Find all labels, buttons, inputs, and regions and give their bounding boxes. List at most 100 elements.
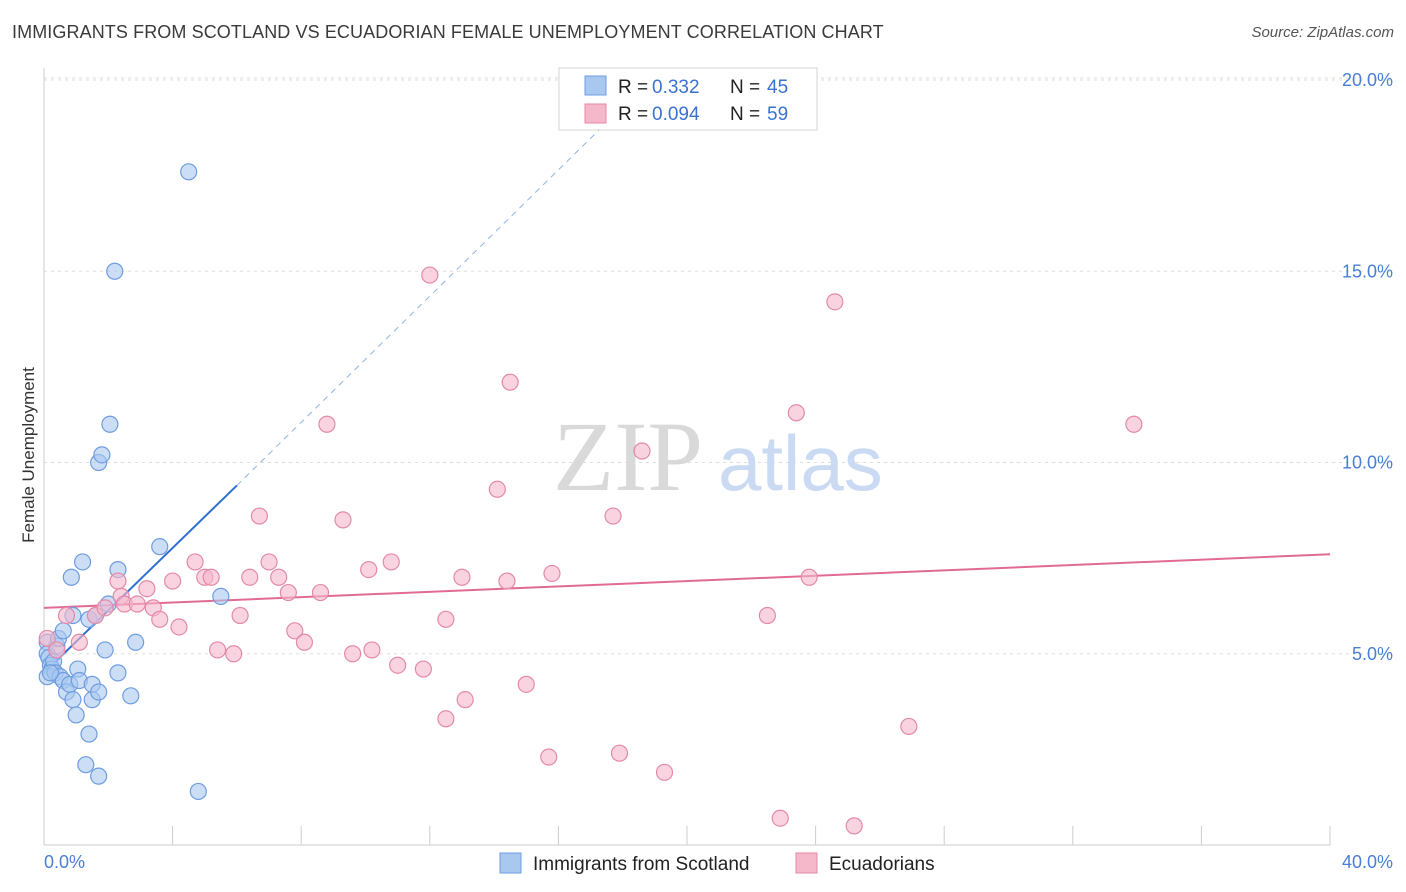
legend-n-label-1: N =	[730, 77, 760, 98]
point-ecuadorians	[488, 480, 506, 498]
point-ecuadorians	[270, 568, 288, 586]
point-ecuadorians	[295, 633, 314, 651]
point-ecuadorians	[437, 710, 455, 728]
point-ecuadorians	[279, 583, 297, 602]
point-ecuadorians	[655, 763, 674, 781]
point-ecuadorians	[128, 595, 146, 613]
legend-n-value-1: 45	[767, 77, 788, 98]
legend-r-label-2: R =	[618, 104, 648, 125]
point-ecuadorians	[633, 442, 651, 460]
source-label: Source: ZipAtlas.com	[1251, 24, 1394, 41]
point-scotland	[96, 641, 114, 659]
point-ecuadorians	[501, 373, 519, 391]
legend-swatch-blue	[584, 75, 607, 96]
legend-swatch-pink	[584, 103, 607, 124]
bottom-legend-swatch-pink	[795, 852, 818, 874]
point-ecuadorians	[96, 599, 114, 617]
watermark: ZIP atlas	[553, 401, 883, 512]
point-scotland	[151, 538, 169, 556]
point-scotland	[62, 568, 80, 586]
y-tick-labels: 5.0% 10.0% 15.0% 20.0%	[1342, 70, 1393, 664]
point-ecuadorians	[1125, 415, 1143, 433]
grid-lines	[44, 77, 1393, 655]
point-ecuadorians	[231, 606, 249, 625]
point-ecuadorians	[517, 675, 535, 693]
y-tick-label: 15.0%	[1342, 261, 1393, 281]
bottom-legend: Immigrants from Scotland Ecuadorians	[499, 852, 935, 875]
point-scotland	[212, 587, 230, 605]
x-tick-label-min: 0.0%	[44, 852, 85, 872]
point-ecuadorians	[209, 641, 227, 659]
legend-r-value-1: 0.332	[652, 77, 700, 98]
bottom-legend-swatch-blue	[499, 852, 522, 874]
point-ecuadorians	[421, 266, 439, 284]
point-ecuadorians	[109, 572, 127, 590]
point-ecuadorians	[151, 610, 169, 628]
point-ecuadorians	[70, 633, 88, 651]
point-scotland	[77, 756, 95, 774]
point-scotland	[122, 687, 140, 705]
watermark-zip: ZIP	[553, 401, 703, 512]
trend-line-ecuadorians	[43, 553, 1331, 609]
y-axis-label: Female Unemployment	[19, 367, 38, 543]
point-scotland	[127, 633, 145, 651]
point-scotland	[54, 622, 72, 640]
x-tick-label-max: 40.0%	[1342, 852, 1393, 872]
point-ecuadorians	[900, 717, 918, 736]
y-tick-label: 20.0%	[1342, 70, 1393, 90]
point-ecuadorians	[382, 553, 400, 571]
point-ecuadorians	[250, 507, 269, 525]
bottom-legend-label-ecuadorians: Ecuadorians	[829, 854, 935, 875]
point-scotland	[64, 691, 82, 709]
point-ecuadorians	[241, 568, 259, 586]
point-ecuadorians	[389, 656, 407, 674]
point-ecuadorians	[787, 404, 805, 422]
point-ecuadorians	[260, 553, 278, 571]
point-ecuadorians	[57, 606, 76, 625]
point-scotland	[73, 553, 92, 571]
point-ecuadorians	[164, 572, 182, 590]
point-ecuadorians	[453, 568, 471, 586]
point-ecuadorians	[38, 629, 56, 648]
trend-lines	[43, 106, 1331, 674]
point-ecuadorians	[311, 583, 330, 602]
chart-title: IMMIGRANTS FROM SCOTLAND VS ECUADORIAN F…	[12, 22, 884, 42]
point-scotland	[80, 725, 98, 743]
y-tick-label: 10.0%	[1342, 453, 1393, 473]
point-scotland	[189, 782, 207, 801]
point-ecuadorians	[610, 744, 629, 762]
legend-r-value-2: 0.094	[652, 104, 700, 125]
point-scotland	[93, 446, 111, 464]
point-ecuadorians	[456, 691, 474, 709]
y-tick-label: 5.0%	[1352, 644, 1393, 664]
point-scotland	[106, 262, 124, 280]
point-ecuadorians	[414, 660, 432, 678]
point-ecuadorians	[543, 564, 561, 583]
point-scotland	[90, 767, 108, 785]
data-points	[38, 163, 1143, 835]
point-ecuadorians	[334, 511, 352, 529]
point-ecuadorians	[498, 572, 516, 590]
point-scotland	[90, 683, 108, 701]
point-ecuadorians	[363, 641, 381, 659]
point-ecuadorians	[344, 645, 362, 663]
point-ecuadorians	[48, 641, 66, 659]
legend: R = 0.332 N = 45 R = 0.094 N = 59	[558, 67, 818, 131]
point-ecuadorians	[604, 507, 622, 525]
point-ecuadorians	[318, 415, 336, 433]
point-scotland	[67, 706, 85, 724]
legend-r-label-1: R =	[618, 77, 648, 98]
point-ecuadorians	[540, 748, 558, 766]
point-ecuadorians	[170, 618, 188, 636]
point-scotland	[180, 163, 198, 181]
point-ecuadorians	[437, 610, 455, 628]
watermark-atlas: atlas	[718, 419, 883, 507]
point-ecuadorians	[758, 606, 776, 625]
point-ecuadorians	[138, 580, 156, 598]
bottom-legend-label-scotland: Immigrants from Scotland	[533, 854, 749, 875]
trend-line-scotland-extension	[236, 106, 624, 486]
point-ecuadorians	[826, 293, 844, 311]
point-ecuadorians	[202, 568, 220, 586]
point-ecuadorians	[845, 817, 863, 835]
